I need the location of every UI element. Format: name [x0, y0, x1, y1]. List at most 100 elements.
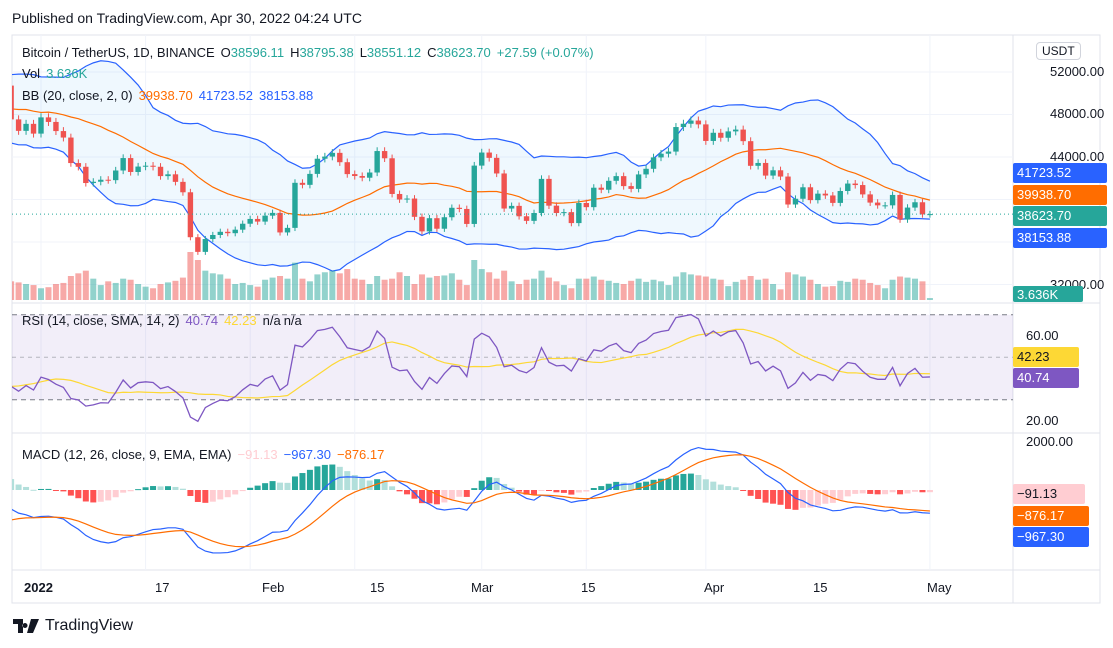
macd-histogram-bar — [82, 490, 89, 502]
bb-label[interactable]: BB (20, close, 2, 0) — [22, 88, 133, 103]
candle-body — [352, 174, 358, 177]
candle-body — [90, 181, 96, 184]
volume-bar — [867, 282, 874, 300]
volume-bar — [747, 276, 754, 300]
macd-histogram-bar — [508, 487, 515, 490]
volume-bar — [344, 269, 351, 300]
volume-bar — [628, 280, 635, 300]
rsi-na-1: n/a — [262, 313, 281, 328]
macd-histogram-bar — [538, 490, 545, 491]
macd-histogram-bar — [792, 490, 799, 510]
bb-basis-value: 39938.70 — [138, 88, 193, 103]
candle-body — [583, 203, 590, 208]
volume-bar — [150, 288, 157, 300]
volume-bar — [239, 282, 246, 300]
volume-bar — [598, 279, 605, 300]
volume-bar — [770, 284, 777, 300]
volume-bar — [672, 276, 679, 300]
macd-histogram-bar — [38, 488, 44, 490]
currency-button[interactable]: USDT — [1036, 42, 1081, 60]
price-tick: 48000.00 — [1050, 106, 1105, 121]
candle-body — [770, 170, 776, 176]
macd-histogram-bar — [545, 490, 552, 491]
bb-upper-tag: 41723.52 — [1013, 163, 1107, 183]
volume-bar — [45, 287, 52, 300]
volume-bar — [389, 278, 396, 300]
candle-body — [329, 152, 336, 157]
published-header: Published on TradingView.com, Apr 30, 20… — [12, 10, 362, 26]
candle-body — [247, 218, 253, 224]
volume-bar — [643, 281, 650, 300]
tradingview-logo[interactable]: TradingView — [13, 617, 133, 635]
macd-histogram-bar — [75, 490, 82, 499]
volume-bar — [553, 281, 560, 300]
candle-body — [389, 158, 395, 194]
volume-bar — [882, 288, 889, 300]
macd-histogram-bar — [867, 490, 874, 494]
candle-body — [307, 173, 313, 185]
rsi-label[interactable]: RSI (14, close, SMA, 14, 2) — [22, 313, 180, 328]
macd-histogram-bar — [67, 490, 74, 496]
macd-histogram-bar — [269, 481, 276, 490]
time-tick: 2022 — [24, 580, 53, 595]
time-tick: 15 — [370, 580, 385, 595]
candle-body — [113, 170, 119, 181]
rsi-value: 40.74 — [185, 313, 219, 328]
macd-histogram-bar — [262, 483, 269, 490]
volume-bar — [538, 270, 545, 300]
volume-bar — [717, 279, 724, 300]
macd-histogram-bar — [874, 490, 881, 495]
macd-histogram-bar — [829, 490, 836, 503]
symbol-name[interactable]: Bitcoin / TetherUS, 1D, BINANCE — [22, 45, 215, 60]
bb-lower-value: 38153.88 — [259, 88, 314, 103]
volume-bar — [456, 279, 463, 300]
rsi-tick: 60.00 — [1026, 328, 1059, 343]
macd-histogram-bar — [680, 473, 687, 490]
macd-histogram-bar — [740, 490, 747, 491]
volume-bar — [471, 260, 478, 300]
chart-frame — [11, 34, 1101, 604]
time-tick: Apr — [704, 580, 725, 595]
volume-bar — [269, 277, 276, 300]
symbol-legend: Bitcoin / TetherUS, 1D, BINANCE O38596.11… — [22, 45, 600, 60]
candle-body — [456, 207, 463, 209]
candle-body — [83, 166, 89, 184]
candle-body — [322, 156, 328, 159]
macd-histogram-bar — [299, 473, 306, 490]
macd-histogram-bar — [239, 490, 246, 492]
close-label: C — [427, 45, 437, 60]
candle-body — [232, 229, 238, 234]
macd-histogram-bar — [60, 490, 67, 492]
candle-body — [852, 183, 858, 186]
rsi-ma-value: 42.23 — [224, 313, 257, 328]
candle-body — [396, 193, 403, 200]
volume-bar — [777, 289, 784, 300]
volume-bar — [247, 285, 254, 300]
macd-histogram-bar — [389, 486, 396, 490]
volume-bar — [284, 278, 291, 300]
volume-bar — [38, 288, 44, 300]
macd-label[interactable]: MACD (12, 26, close, 9, EMA, EMA) — [22, 447, 232, 462]
volume-bar — [232, 284, 239, 300]
candle-body — [486, 152, 492, 158]
candle-body — [815, 193, 821, 201]
volume-bar — [560, 285, 567, 300]
candle-body — [561, 212, 567, 214]
candle-body — [650, 157, 657, 169]
candle-body — [12, 85, 14, 120]
volume-bar — [755, 279, 762, 300]
candle-body — [874, 202, 881, 206]
macd-histogram-bar — [277, 482, 284, 490]
candle-body — [30, 123, 37, 134]
macd-histogram-bar — [770, 490, 777, 504]
low-value: 38551.12 — [366, 45, 422, 60]
volume-label[interactable]: Vol — [22, 66, 41, 81]
volume-bar — [90, 278, 97, 300]
candle-body — [464, 208, 470, 224]
candle-body — [374, 151, 380, 173]
volume-bar — [829, 286, 836, 300]
candle-body — [411, 198, 418, 217]
candle-body — [695, 120, 702, 125]
macd-histogram-bar — [232, 490, 239, 495]
